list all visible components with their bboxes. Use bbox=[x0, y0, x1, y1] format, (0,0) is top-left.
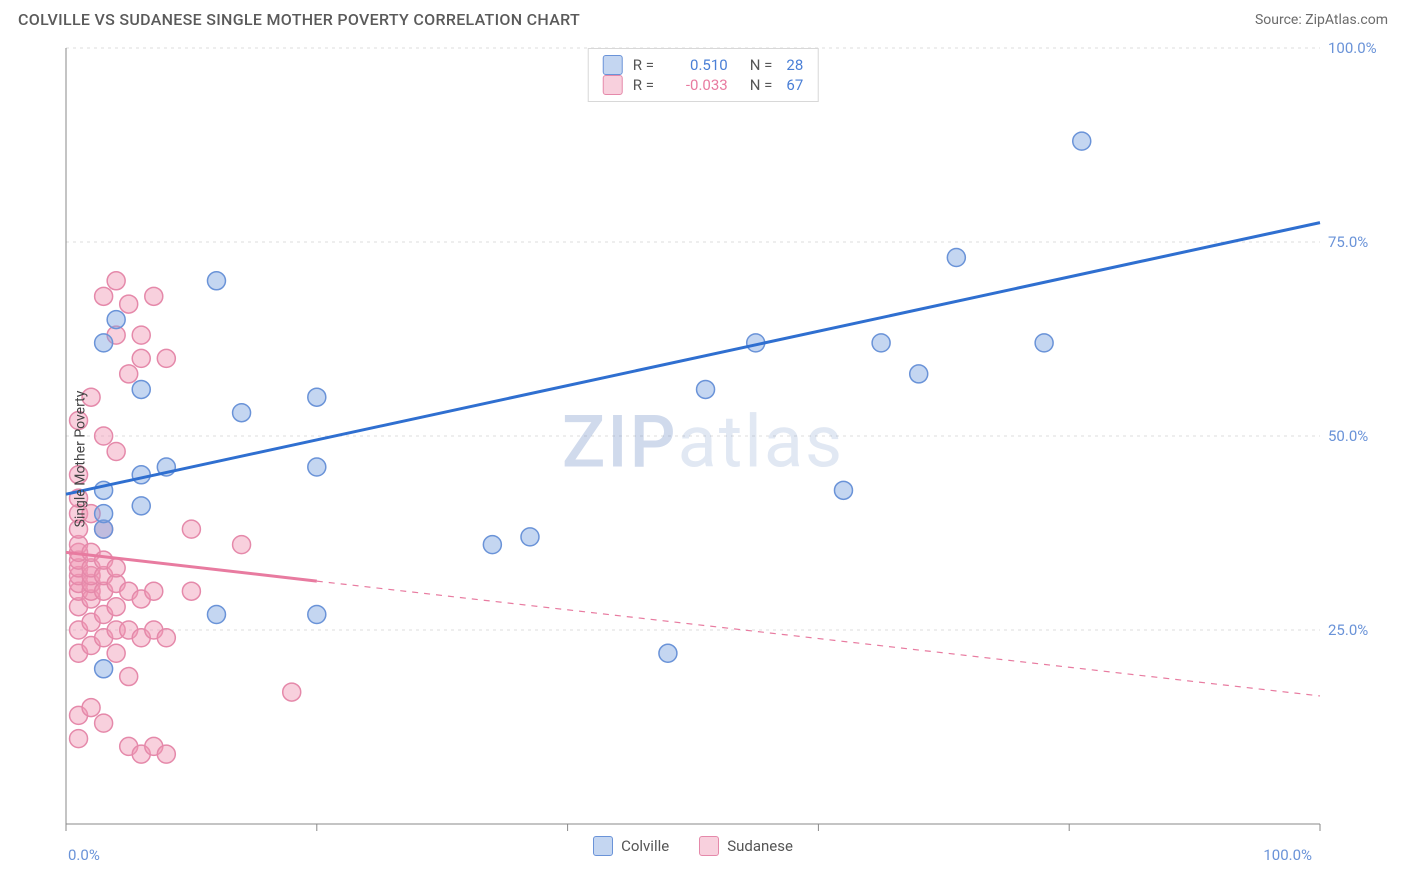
scatter-point bbox=[107, 311, 125, 329]
scatter-point bbox=[95, 287, 113, 305]
scatter-point bbox=[120, 668, 138, 686]
scatter-point bbox=[145, 582, 163, 600]
scatter-point bbox=[132, 466, 150, 484]
legend-swatch bbox=[699, 836, 719, 856]
r-value: 0.510 bbox=[673, 56, 728, 74]
scatter-point bbox=[1035, 334, 1053, 352]
scatter-point bbox=[308, 458, 326, 476]
scatter-point bbox=[95, 427, 113, 445]
r-value: -0.033 bbox=[673, 76, 728, 94]
scatter-point bbox=[107, 443, 125, 461]
scatter-point bbox=[308, 605, 326, 623]
scatter-point bbox=[95, 505, 113, 523]
scatter-point bbox=[207, 272, 225, 290]
scatter-point bbox=[283, 683, 301, 701]
scatter-point bbox=[145, 287, 163, 305]
series-legend: Colville Sudanese bbox=[66, 836, 1320, 856]
scatter-point bbox=[95, 334, 113, 352]
legend-swatch bbox=[603, 55, 623, 75]
scatter-point bbox=[182, 582, 200, 600]
source-attribution: Source: ZipAtlas.com bbox=[1255, 12, 1388, 28]
scatter-point bbox=[872, 334, 890, 352]
scatter-point bbox=[697, 380, 715, 398]
scatter-point bbox=[157, 629, 175, 647]
correlation-row: R =0.510N =28 bbox=[603, 55, 804, 75]
scatter-point bbox=[107, 272, 125, 290]
trend-line-dashed bbox=[317, 581, 1320, 696]
correlation-row: R =-0.033N =67 bbox=[603, 75, 804, 95]
scatter-point bbox=[1073, 132, 1091, 150]
scatter-point bbox=[207, 605, 225, 623]
scatter-point bbox=[233, 404, 251, 422]
scatter-point bbox=[107, 644, 125, 662]
scatter-chart: 25.0%50.0%75.0%100.0%0.0%100.0%ColvilleS… bbox=[18, 38, 1388, 880]
n-value: 28 bbox=[786, 56, 803, 74]
scatter-point bbox=[132, 326, 150, 344]
scatter-point bbox=[132, 497, 150, 515]
legend-swatch bbox=[593, 836, 613, 856]
scatter-point bbox=[107, 598, 125, 616]
scatter-point bbox=[157, 745, 175, 763]
y-tick-label: 75.0% bbox=[1328, 233, 1368, 251]
scatter-point bbox=[120, 365, 138, 383]
legend-label: Colville bbox=[621, 837, 669, 855]
chart-title: COLVILLE VS SUDANESE SINGLE MOTHER POVER… bbox=[18, 10, 580, 29]
scatter-point bbox=[132, 380, 150, 398]
chart-container: Single Mother Poverty ZIPatlas 25.0%50.0… bbox=[18, 38, 1388, 880]
scatter-point bbox=[483, 536, 501, 554]
scatter-point bbox=[659, 644, 677, 662]
legend-label: Sudanese bbox=[727, 837, 793, 855]
scatter-point bbox=[120, 295, 138, 313]
scatter-point bbox=[834, 481, 852, 499]
n-value: 67 bbox=[786, 76, 803, 94]
scatter-point bbox=[132, 349, 150, 367]
y-tick-label: 25.0% bbox=[1328, 621, 1368, 639]
y-tick-label: 100.0% bbox=[1328, 39, 1377, 57]
y-tick-label: 50.0% bbox=[1328, 427, 1368, 445]
scatter-point bbox=[95, 714, 113, 732]
y-axis-label: Single Mother Poverty bbox=[72, 391, 88, 528]
scatter-point bbox=[521, 528, 539, 546]
scatter-point bbox=[107, 559, 125, 577]
scatter-point bbox=[70, 730, 88, 748]
scatter-point bbox=[308, 388, 326, 406]
scatter-point bbox=[95, 660, 113, 678]
scatter-point bbox=[233, 536, 251, 554]
scatter-point bbox=[82, 699, 100, 717]
legend-swatch bbox=[603, 75, 623, 95]
scatter-point bbox=[182, 520, 200, 538]
scatter-point bbox=[157, 349, 175, 367]
scatter-point bbox=[910, 365, 928, 383]
scatter-point bbox=[947, 249, 965, 267]
trend-line bbox=[66, 223, 1320, 495]
correlation-legend: R =0.510N =28R =-0.033N =67 bbox=[588, 48, 819, 102]
